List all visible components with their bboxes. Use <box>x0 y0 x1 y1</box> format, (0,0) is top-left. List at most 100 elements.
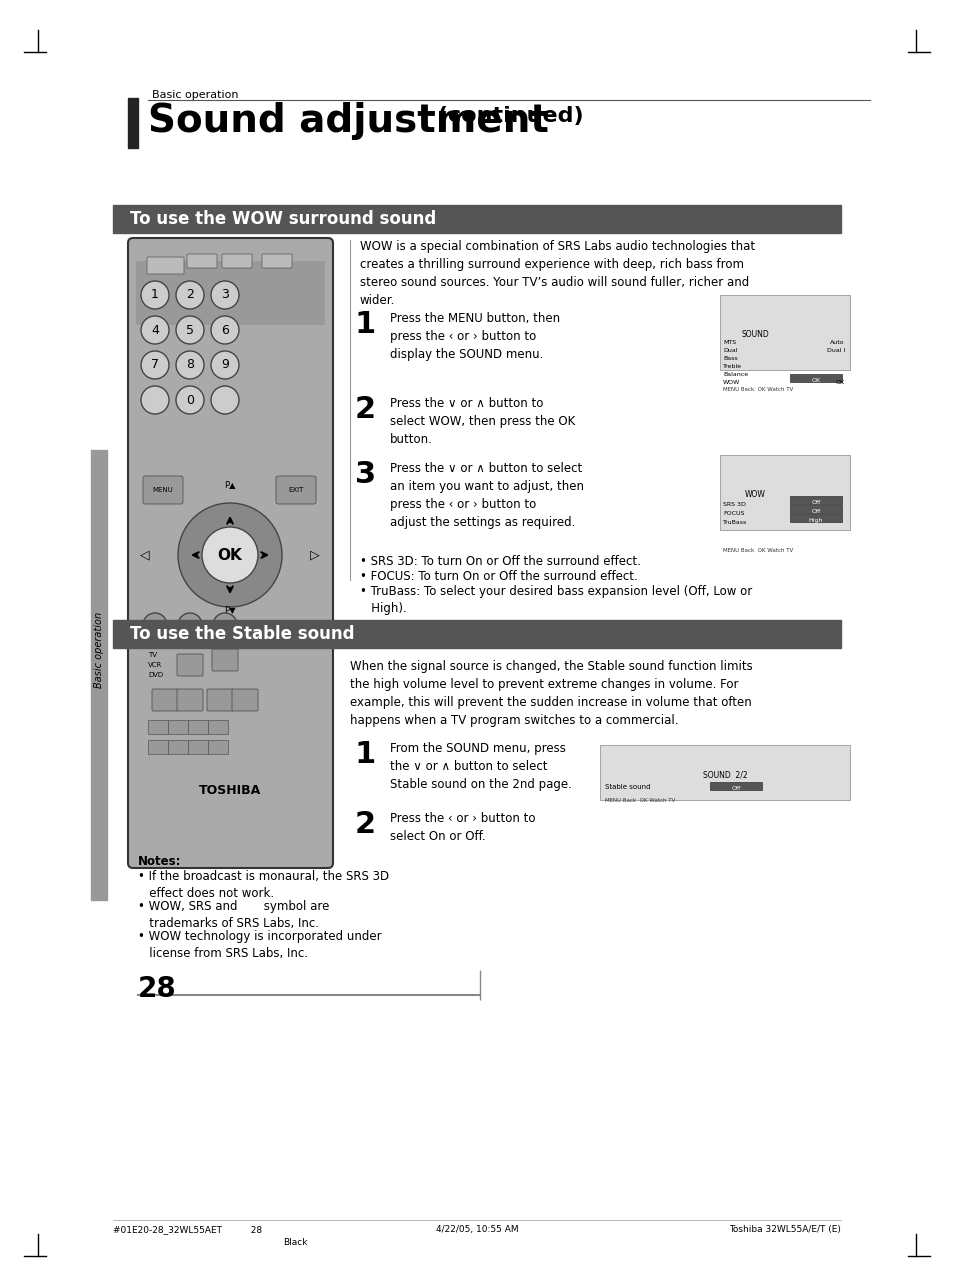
Text: 2: 2 <box>186 288 193 301</box>
Circle shape <box>211 316 239 343</box>
FancyBboxPatch shape <box>177 655 203 676</box>
Text: • TruBass: To select your desired bass expansion level (Off, Low or
   High).: • TruBass: To select your desired bass e… <box>359 585 752 615</box>
Text: MENU Back  OK Watch TV: MENU Back OK Watch TV <box>722 387 792 392</box>
FancyBboxPatch shape <box>152 689 178 711</box>
Circle shape <box>178 503 282 607</box>
Bar <box>91 450 107 900</box>
Bar <box>148 739 168 754</box>
Text: Stable sound: Stable sound <box>604 784 650 790</box>
Text: MENU Back  OK Watch TV: MENU Back OK Watch TV <box>604 799 675 802</box>
Text: 4/22/05, 10:55 AM: 4/22/05, 10:55 AM <box>436 1226 517 1235</box>
FancyBboxPatch shape <box>147 257 184 274</box>
Text: Off: Off <box>810 500 820 505</box>
Circle shape <box>202 527 257 583</box>
FancyBboxPatch shape <box>232 689 257 711</box>
Text: TruBass: TruBass <box>722 520 746 525</box>
Text: • FOCUS: To turn On or Off the surround effect.: • FOCUS: To turn On or Off the surround … <box>359 570 638 583</box>
Text: ◁: ◁ <box>140 549 150 562</box>
FancyBboxPatch shape <box>136 261 325 325</box>
Bar <box>789 505 841 513</box>
Text: • WOW technology is incorporated under
   license from SRS Labs, Inc.: • WOW technology is incorporated under l… <box>138 930 381 961</box>
Bar <box>720 455 849 530</box>
Text: 6: 6 <box>221 324 229 337</box>
Text: 8: 8 <box>186 359 193 372</box>
Bar <box>720 294 849 370</box>
Text: Treble: Treble <box>722 364 741 369</box>
Text: 7: 7 <box>151 359 159 372</box>
Text: 3: 3 <box>221 288 229 301</box>
Bar <box>128 98 138 148</box>
Text: OK: OK <box>217 548 242 562</box>
Text: SOUND: SOUND <box>740 331 768 340</box>
Circle shape <box>175 351 204 379</box>
Text: 4: 4 <box>151 324 159 337</box>
Text: Basic operation: Basic operation <box>94 612 104 688</box>
Bar <box>148 720 168 734</box>
FancyBboxPatch shape <box>275 476 315 504</box>
Text: Dual: Dual <box>722 349 737 352</box>
Text: ▷: ▷ <box>310 549 319 562</box>
Circle shape <box>141 386 169 414</box>
FancyBboxPatch shape <box>143 476 183 504</box>
Bar <box>709 782 761 790</box>
Circle shape <box>178 613 202 637</box>
Circle shape <box>211 386 239 414</box>
Bar <box>789 514 841 522</box>
Bar <box>599 745 849 800</box>
Text: EXIT: EXIT <box>288 487 303 493</box>
Text: Off: Off <box>810 509 820 514</box>
FancyBboxPatch shape <box>212 649 237 671</box>
Text: To use the WOW surround sound: To use the WOW surround sound <box>130 210 436 228</box>
Text: WOW is a special combination of SRS Labs audio technologies that
creates a thril: WOW is a special combination of SRS Labs… <box>359 240 755 307</box>
Text: SOUND  2/2: SOUND 2/2 <box>702 770 746 779</box>
FancyBboxPatch shape <box>222 255 252 267</box>
FancyBboxPatch shape <box>177 689 203 711</box>
Text: MENU Back  OK Watch TV: MENU Back OK Watch TV <box>722 548 792 553</box>
Circle shape <box>141 316 169 343</box>
Text: Balance: Balance <box>722 372 747 377</box>
Text: Press the ∨ or ∧ button to select
an item you want to adjust, then
press the ‹ o: Press the ∨ or ∧ button to select an ite… <box>390 462 583 529</box>
Text: 2: 2 <box>355 395 375 424</box>
Text: 1: 1 <box>355 739 375 769</box>
Text: Auto: Auto <box>829 340 844 345</box>
Text: Dual I: Dual I <box>825 349 844 352</box>
Text: • SRS 3D: To turn On or Off the surround effect.: • SRS 3D: To turn On or Off the surround… <box>359 556 640 568</box>
Circle shape <box>141 351 169 379</box>
Text: Press the MENU button, then
press the ‹ or › button to
display the SOUND menu.: Press the MENU button, then press the ‹ … <box>390 312 559 361</box>
Circle shape <box>213 613 236 637</box>
Text: DVD: DVD <box>148 673 163 678</box>
Bar <box>188 739 208 754</box>
Bar <box>188 720 208 734</box>
Text: Notes:: Notes: <box>138 855 181 868</box>
Circle shape <box>175 316 204 343</box>
Text: 28: 28 <box>138 975 176 1003</box>
Text: MENU: MENU <box>152 487 173 493</box>
Text: Sound adjustment: Sound adjustment <box>148 102 548 140</box>
Text: #01E20-28_32WL55AET          28: #01E20-28_32WL55AET 28 <box>112 1226 262 1235</box>
Text: 1: 1 <box>355 310 375 340</box>
Text: Off: Off <box>731 786 740 791</box>
Bar <box>112 204 841 233</box>
FancyBboxPatch shape <box>207 689 233 711</box>
Text: • WOW, SRS and       symbol are
   trademarks of SRS Labs, Inc.: • WOW, SRS and symbol are trademarks of … <box>138 900 329 930</box>
Circle shape <box>175 282 204 309</box>
Text: P▲: P▲ <box>224 481 235 490</box>
Text: Press the ∨ or ∧ button to
select WOW, then press the OK
button.: Press the ∨ or ∧ button to select WOW, t… <box>390 397 575 446</box>
Text: Press the ‹ or › button to
select On or Off.: Press the ‹ or › button to select On or … <box>390 811 535 844</box>
FancyBboxPatch shape <box>187 255 216 267</box>
Bar <box>168 739 188 754</box>
Text: 0: 0 <box>186 394 193 406</box>
Circle shape <box>143 613 167 637</box>
FancyBboxPatch shape <box>262 255 292 267</box>
Text: To use the Stable sound: To use the Stable sound <box>130 625 355 643</box>
Bar <box>789 374 841 382</box>
Text: FOCUS: FOCUS <box>722 511 743 516</box>
Bar <box>168 720 188 734</box>
Circle shape <box>211 351 239 379</box>
Bar <box>208 739 228 754</box>
Text: Black: Black <box>282 1238 307 1247</box>
Text: SRS 3D: SRS 3D <box>722 502 745 507</box>
Circle shape <box>141 282 169 309</box>
Text: (continued): (continued) <box>430 105 583 126</box>
Text: When the signal source is changed, the Stable sound function limits
the high vol: When the signal source is changed, the S… <box>350 660 752 727</box>
